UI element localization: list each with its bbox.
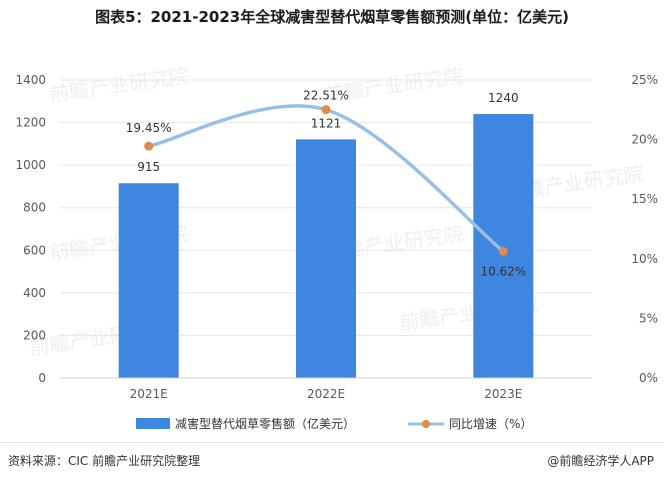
growth-point-2022E: [321, 105, 331, 115]
y-left-tick-label: 400: [23, 286, 46, 300]
y-left-tick-label: 1200: [15, 116, 46, 130]
y-right-tick-label: 15%: [631, 192, 658, 206]
bar-value-label: 915: [137, 160, 160, 174]
legend: 减害型替代烟草零售额（亿美元） 同比增速（%）: [136, 416, 532, 431]
y-right-tick-label: 5%: [639, 311, 658, 325]
growth-point-2021E: [144, 141, 154, 151]
y-left-tick-label: 1400: [15, 73, 46, 87]
y-right-tick-label: 25%: [631, 73, 658, 87]
axes: 0 200 400 600 800 1000 1200 1400 0% 5% 10% 15% 20% 25…: [15, 73, 658, 401]
growth-line-series: [144, 104, 508, 256]
growth-value-label: 10.62%: [480, 264, 526, 278]
legend-bar-label: 减害型替代烟草零售额（亿美元）: [175, 416, 355, 431]
watermark-0: 前瞻产业研究院: [48, 63, 190, 106]
growth-point-2023E: [498, 246, 508, 256]
x-tick-label: 2022E: [307, 387, 345, 401]
y-left-tick-label: 800: [23, 201, 46, 215]
legend-line-label: 同比增速（%）: [449, 417, 532, 431]
x-tick-label: 2021E: [130, 387, 168, 401]
y-left-tick-label: 600: [23, 243, 46, 257]
legend-line-marker: [422, 420, 430, 428]
y-left-tick-label: 0: [38, 371, 46, 385]
bar-2023E: [473, 114, 534, 379]
source-note: 资料来源：CIC 前瞻产业研究院整理: [8, 454, 201, 468]
growth-value-label: 19.45%: [126, 121, 172, 135]
growth-value-label: 22.51%: [303, 89, 349, 103]
x-tick-label: 2023E: [484, 387, 522, 401]
y-right-tick-label: 20%: [631, 133, 658, 147]
y-left-tick-label: 1000: [15, 158, 46, 172]
bar-series: [118, 114, 534, 379]
footer-divider: [0, 442, 664, 443]
brand-credit: @前瞻经济学人APP: [547, 454, 654, 468]
chart-area: 前瞻产业研究院 前瞻产业研究院前瞻产业研究院前瞻产业研究院前瞻产业研究院前瞻产业研…: [15, 63, 658, 431]
legend-bar-swatch: [136, 418, 170, 429]
y-right-tick-label: 0%: [639, 371, 658, 385]
y-left-tick-label: 200: [23, 328, 46, 342]
bar-value-label: 1240: [488, 91, 519, 105]
bar-2021E: [118, 183, 179, 378]
bar-2022E: [296, 139, 356, 378]
data-labels: 915 1121 1240 19.45% 22.51% 10.62%: [126, 89, 526, 279]
bar-value-label: 1121: [311, 116, 342, 130]
y-right-tick-label: 10%: [631, 252, 658, 266]
chart-title: 图表5：2021-2023年全球减害型替代烟草零售额预测(单位：亿美元): [95, 8, 569, 26]
